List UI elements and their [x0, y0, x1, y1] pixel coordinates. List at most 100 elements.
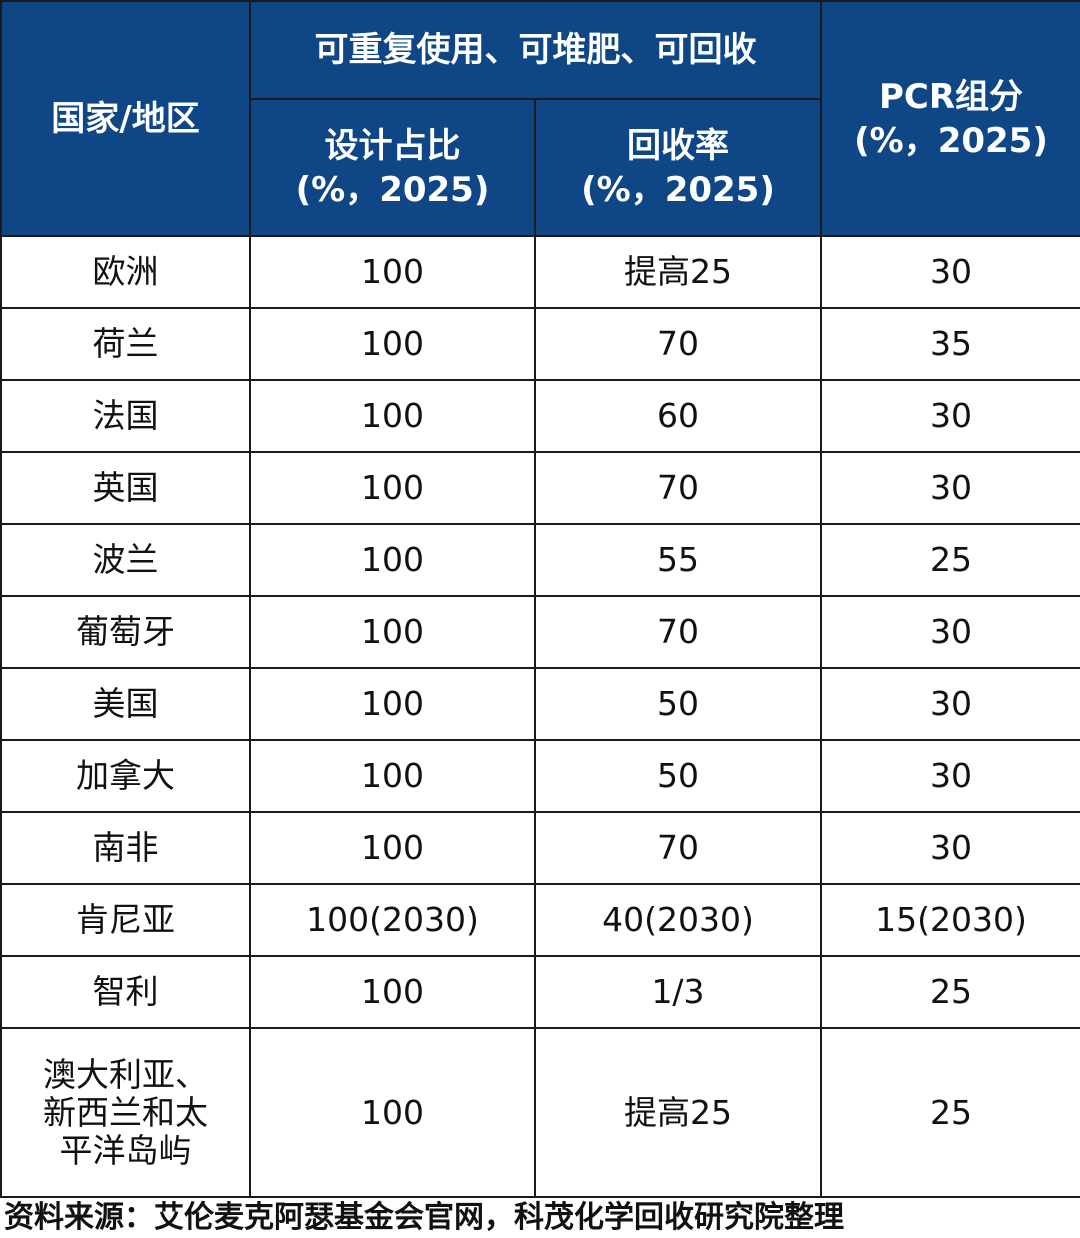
cell-value: 1/3	[651, 972, 705, 1011]
header-line: (%，2025)	[295, 169, 490, 210]
table-cell: 100	[249, 235, 536, 309]
country-name: 南非	[92, 828, 159, 867]
table-cell: 60	[534, 379, 822, 453]
cell-value: 40(2030)	[602, 900, 754, 939]
table-cell: 英国	[0, 451, 251, 525]
country-name: 英国	[92, 468, 159, 507]
table-cell: 25	[820, 1027, 1080, 1198]
table-cell: 南非	[0, 811, 251, 885]
header-recycle: 回收率 (%，2025)	[534, 98, 822, 237]
table-row: 英国 100 70 30	[0, 451, 1080, 525]
table-cell: 100	[249, 811, 536, 885]
header-design: 设计占比 (%，2025)	[249, 98, 536, 237]
cell-value: 100	[361, 396, 424, 435]
cell-value: 70	[657, 324, 699, 363]
table-row: 南非 100 70 30	[0, 811, 1080, 885]
country-name: 澳大利亚、新西兰和太平洋岛屿	[43, 1054, 208, 1170]
table-cell: 100	[249, 1027, 536, 1198]
table-cell: 55	[534, 523, 822, 597]
cell-value: 55	[657, 540, 699, 579]
cell-value: 30	[930, 468, 972, 507]
table-cell: 荷兰	[0, 307, 251, 381]
cell-value: 30	[930, 828, 972, 867]
header-line: PCR组分	[878, 76, 1024, 117]
country-name: 加拿大	[76, 756, 175, 795]
table-cell: 100	[249, 667, 536, 741]
country-name: 美国	[92, 684, 159, 723]
table-row: 波兰 100 55 25	[0, 523, 1080, 597]
table-body: 欧洲 100 提高25 30 荷兰 100 70 35 法国 100 60 30 英国 100 70 30 波兰…	[0, 235, 1080, 1198]
table-row: 法国 100 60 30	[0, 379, 1080, 453]
table-cell: 40(2030)	[534, 883, 822, 957]
table-cell: 欧洲	[0, 235, 251, 309]
table-cell: 30	[820, 739, 1080, 813]
country-name: 波兰	[92, 540, 159, 579]
cell-value: 100	[361, 684, 424, 723]
table-cell: 100	[249, 523, 536, 597]
header-line: 设计占比	[324, 125, 461, 166]
table-row: 加拿大 100 50 30	[0, 739, 1080, 813]
header-country: 国家/地区	[0, 0, 251, 237]
table-cell: 美国	[0, 667, 251, 741]
table-cell: 100(2030)	[249, 883, 536, 957]
table-cell: 100	[249, 955, 536, 1029]
cell-value: 30	[930, 612, 972, 651]
table-cell: 30	[820, 811, 1080, 885]
table-cell: 25	[820, 955, 1080, 1029]
header-line: (%，2025)	[581, 169, 775, 210]
cell-value: 30	[930, 252, 972, 291]
table-cell: 肯尼亚	[0, 883, 251, 957]
table-row: 肯尼亚 100(2030) 40(2030) 15(2030)	[0, 883, 1080, 957]
data-table: 国家/地区 可重复使用、可堆肥、可回收 PCR组分 (%，2025) 设计占比 (%…	[0, 0, 1080, 1198]
table-row: 欧洲 100 提高25 30	[0, 235, 1080, 309]
table-cell: 50	[534, 667, 822, 741]
table-cell: 70	[534, 451, 822, 525]
cell-value: 70	[657, 468, 699, 507]
cell-value: 25	[930, 972, 972, 1011]
cell-value: 提高25	[624, 1092, 732, 1132]
table-cell: 加拿大	[0, 739, 251, 813]
table-cell: 30	[820, 235, 1080, 309]
table-cell: 智利	[0, 955, 251, 1029]
cell-value: 100	[361, 324, 424, 363]
table-cell: 70	[534, 307, 822, 381]
header-line: (%，2025)	[854, 120, 1048, 161]
table-cell: 波兰	[0, 523, 251, 597]
cell-value: 100	[361, 756, 424, 795]
table-cell: 1/3	[534, 955, 822, 1029]
country-name: 荷兰	[92, 324, 159, 363]
table-cell: 100	[249, 739, 536, 813]
header-pcr: PCR组分 (%，2025)	[820, 0, 1080, 237]
cell-value: 30	[930, 396, 972, 435]
source-note: 资料来源：艾伦麦克阿瑟基金会官网，科茂化学回收研究院整理	[4, 1200, 844, 1235]
table-cell: 30	[820, 595, 1080, 669]
table-cell: 25	[820, 523, 1080, 597]
cell-value: 100	[361, 252, 424, 291]
cell-value: 100	[361, 540, 424, 579]
cell-value: 50	[657, 684, 699, 723]
cell-value: 100	[361, 1092, 424, 1132]
cell-value: 30	[930, 756, 972, 795]
table-cell: 70	[534, 811, 822, 885]
cell-value: 100(2030)	[306, 900, 479, 939]
cell-value: 60	[657, 396, 699, 435]
table-cell: 法国	[0, 379, 251, 453]
cell-value: 100	[361, 468, 424, 507]
table-cell: 50	[534, 739, 822, 813]
cell-value: 30	[930, 684, 972, 723]
table-row: 美国 100 50 30	[0, 667, 1080, 741]
table-row: 葡萄牙 100 70 30	[0, 595, 1080, 669]
header-group: 可重复使用、可堆肥、可回收	[249, 0, 822, 100]
cell-value: 70	[657, 612, 699, 651]
cell-value: 25	[930, 1092, 972, 1132]
table-cell: 100	[249, 379, 536, 453]
table-row: 荷兰 100 70 35	[0, 307, 1080, 381]
table-cell: 30	[820, 451, 1080, 525]
cell-value: 35	[930, 324, 972, 363]
table-cell: 提高25	[534, 1027, 822, 1198]
country-name: 欧洲	[92, 252, 159, 291]
table-cell: 葡萄牙	[0, 595, 251, 669]
table-cell: 30	[820, 379, 1080, 453]
table-cell: 70	[534, 595, 822, 669]
cell-value: 100	[361, 828, 424, 867]
